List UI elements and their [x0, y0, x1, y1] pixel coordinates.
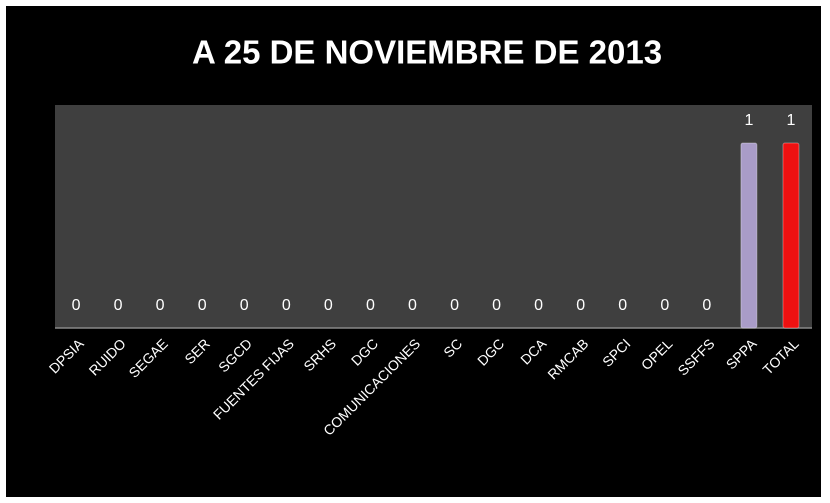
data-label: 0	[324, 297, 333, 314]
data-label: 1	[787, 112, 796, 129]
data-label: 0	[576, 297, 585, 314]
data-label: 0	[198, 297, 207, 314]
data-label: 0	[240, 297, 249, 314]
bar	[782, 142, 800, 329]
data-label: 0	[492, 297, 501, 314]
data-label: 0	[156, 297, 165, 314]
data-label: 0	[660, 297, 669, 314]
data-label: 0	[702, 297, 711, 314]
data-label: 0	[534, 297, 543, 314]
data-label: 0	[618, 297, 627, 314]
data-label: 0	[114, 297, 123, 314]
data-label: 1	[744, 112, 753, 129]
bar	[740, 142, 758, 329]
data-label: 0	[450, 297, 459, 314]
data-label: 0	[366, 297, 375, 314]
chart-title: A 25 DE NOVIEMBRE DE 2013	[192, 34, 662, 71]
data-label: 0	[408, 297, 417, 314]
data-label: 0	[282, 297, 291, 314]
data-label: 0	[72, 297, 81, 314]
plot-area	[55, 105, 812, 328]
